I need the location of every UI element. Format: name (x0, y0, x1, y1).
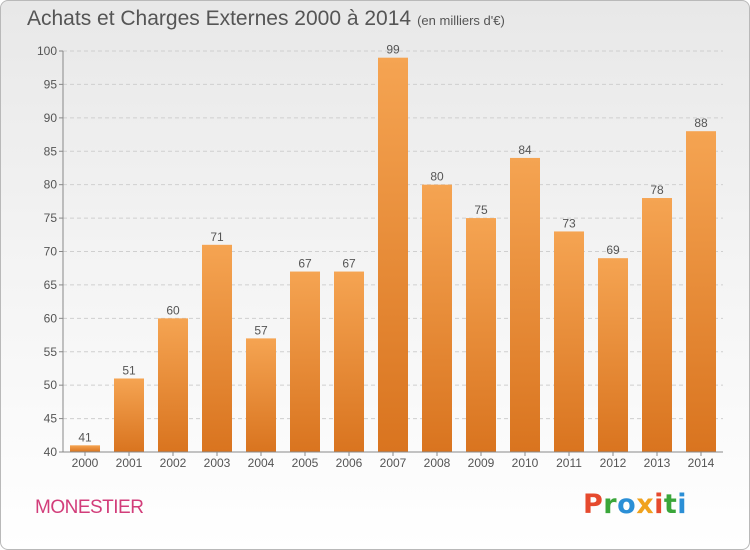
y-tick-label: 70 (44, 245, 58, 259)
bar-2001 (114, 378, 144, 452)
data-label-2011: 73 (562, 216, 576, 230)
bar-2009 (466, 218, 496, 452)
chart-subtitle: (en milliers d'€) (417, 13, 505, 28)
bar-2008 (422, 184, 452, 452)
y-tick-label: 95 (44, 77, 58, 91)
data-label-2005: 67 (298, 257, 312, 271)
logo-letter: t (663, 489, 678, 520)
bar-2000 (70, 445, 100, 452)
logo-letter: x (636, 489, 655, 520)
x-tick-label-2002: 2002 (160, 456, 187, 470)
x-tick-label-2010: 2010 (512, 456, 539, 470)
y-tick-label: 45 (44, 412, 58, 426)
y-tick-label: 100 (37, 44, 57, 58)
bar-2004 (246, 338, 276, 452)
x-tick-label-2011: 2011 (556, 456, 582, 470)
bar-2005 (290, 271, 320, 452)
x-tick-label-2004: 2004 (248, 456, 275, 470)
bar-2014 (686, 131, 716, 452)
x-tick-label-2005: 2005 (292, 456, 319, 470)
y-tick-label: 75 (44, 211, 58, 225)
data-label-2000: 41 (78, 430, 92, 444)
x-tick-label-2000: 2000 (72, 456, 99, 470)
data-label-2006: 67 (342, 257, 356, 271)
y-tick-label: 60 (44, 311, 58, 325)
data-label-2010: 84 (518, 143, 532, 157)
x-tick-label-2007: 2007 (380, 456, 407, 470)
x-tick-label-2008: 2008 (424, 456, 451, 470)
y-tick-label: 80 (44, 178, 58, 192)
x-tick-label-2001: 2001 (116, 456, 143, 470)
chart-title: Achats et Charges Externes 2000 à 2014 (e… (27, 7, 505, 31)
bar-2010 (510, 157, 540, 452)
bar-2013 (642, 198, 672, 452)
data-label-2013: 78 (650, 183, 664, 197)
data-label-2002: 60 (166, 303, 180, 317)
y-tick-label: 65 (44, 278, 58, 292)
data-label-2009: 75 (474, 203, 488, 217)
y-tick-label: 85 (44, 144, 58, 158)
location-label: MONESTIER (35, 497, 144, 518)
data-label-2001: 51 (122, 363, 136, 377)
y-tick-label: 90 (44, 111, 58, 125)
x-tick-label-2014: 2014 (688, 456, 715, 470)
y-tick-label: 50 (44, 378, 58, 392)
logo-letter: i (654, 489, 664, 520)
logo-letter: r (603, 489, 618, 520)
bars-layer: 41 51 60 71 57 67 67 99 80 75 84 73 69 78 88 (70, 43, 716, 452)
data-label-2007: 99 (386, 43, 400, 57)
data-label-2008: 80 (430, 170, 444, 184)
chart-title-text: Achats et Charges Externes 2000 à 2014 (27, 7, 412, 30)
x-tick-label-2003: 2003 (204, 456, 231, 470)
data-label-2003: 71 (210, 230, 224, 244)
y-tick-label: 55 (44, 345, 58, 359)
bar-2007 (378, 57, 408, 452)
logo-letter: o (617, 489, 637, 520)
x-tick-label-2013: 2013 (644, 456, 671, 470)
y-tick-label: 40 (44, 445, 58, 459)
data-label-2004: 57 (254, 323, 268, 337)
bar-2003 (202, 244, 232, 452)
logo-letter: P (583, 489, 604, 520)
data-label-2014: 88 (694, 116, 708, 130)
bar-2012 (598, 258, 628, 452)
bar-2002 (158, 318, 188, 452)
proxiti-logo[interactable]: Proxiti (583, 489, 687, 520)
logo-letter: i (677, 489, 688, 520)
bar-2006 (334, 271, 364, 452)
data-label-2012: 69 (606, 243, 620, 257)
x-tick-label-2009: 2009 (468, 456, 495, 470)
x-tick-label-2006: 2006 (336, 456, 363, 470)
x-tick-label-2012: 2012 (600, 456, 627, 470)
bar-2011 (554, 231, 584, 452)
axis-layer: 40 45 50 55 60 65 70 75 80 85 90 95 100 2000 2001 2002 2… (37, 44, 723, 470)
